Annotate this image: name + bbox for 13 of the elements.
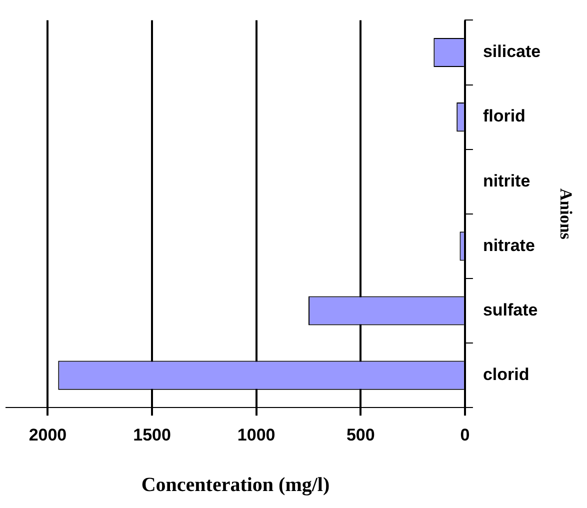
x-axis-title: Concenteration (mg/l)	[141, 474, 330, 496]
y-tick-label: nitrite	[482, 171, 530, 190]
x-tick-label: 1500	[133, 425, 171, 444]
x-tick-label: 500	[346, 425, 375, 444]
y-tick-label: silicate	[482, 42, 541, 62]
x-tick-label: 1000	[237, 425, 276, 444]
y-tick-label: florid	[482, 106, 526, 126]
y-tick-label: nitrate	[482, 236, 535, 255]
y-axis-title: Anions	[556, 188, 576, 240]
x-tick-label: 0	[460, 425, 470, 444]
x-tick-label: 2000	[28, 425, 67, 444]
y-tick-label: sulfate	[482, 300, 538, 320]
y-tick-label: clorid	[482, 365, 530, 384]
